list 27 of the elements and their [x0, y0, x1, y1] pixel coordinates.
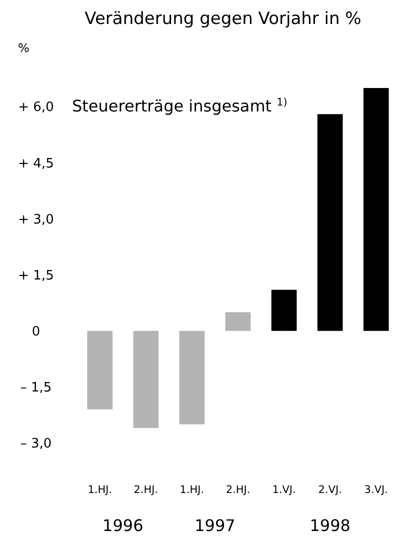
bar: [179, 330, 205, 424]
bar: [87, 330, 113, 410]
x-tick-label: 2.HJ.: [134, 484, 158, 496]
x-tick-label: 2.VJ.: [318, 484, 342, 496]
x-tick-label: 1.HJ.: [88, 484, 112, 496]
bar: [363, 88, 389, 331]
text: 1998: [310, 516, 350, 535]
x-tick-label: 1.VJ.: [272, 484, 296, 496]
chart-title: Veränderung gegen Vorjahr in %: [84, 9, 362, 29]
y-tick-label: + 3,0: [18, 212, 54, 228]
text: 1996: [102, 516, 144, 535]
y-tick-label: + 1,5: [18, 268, 54, 284]
bar: [133, 330, 159, 428]
y-tick-label: + 6,0: [18, 100, 54, 116]
y-tick-label: 0: [32, 324, 40, 340]
y-tick-label: + 4,5: [18, 156, 54, 172]
bar: [317, 114, 343, 331]
x-tick-label: 2.HJ.: [226, 484, 250, 496]
text: 1997: [194, 516, 236, 535]
y-axis-title: %: [18, 41, 30, 55]
bar: [271, 290, 297, 331]
x-tick-label: 3.VJ.: [364, 484, 388, 496]
text: Steuererträge insgesamt $^{1)}$: [72, 96, 288, 116]
y-tick-label: – 3,0: [20, 436, 52, 452]
y-tick-label: – 1,5: [20, 380, 52, 396]
bar: [225, 312, 251, 331]
x-tick-label: 1.HJ.: [180, 484, 204, 496]
